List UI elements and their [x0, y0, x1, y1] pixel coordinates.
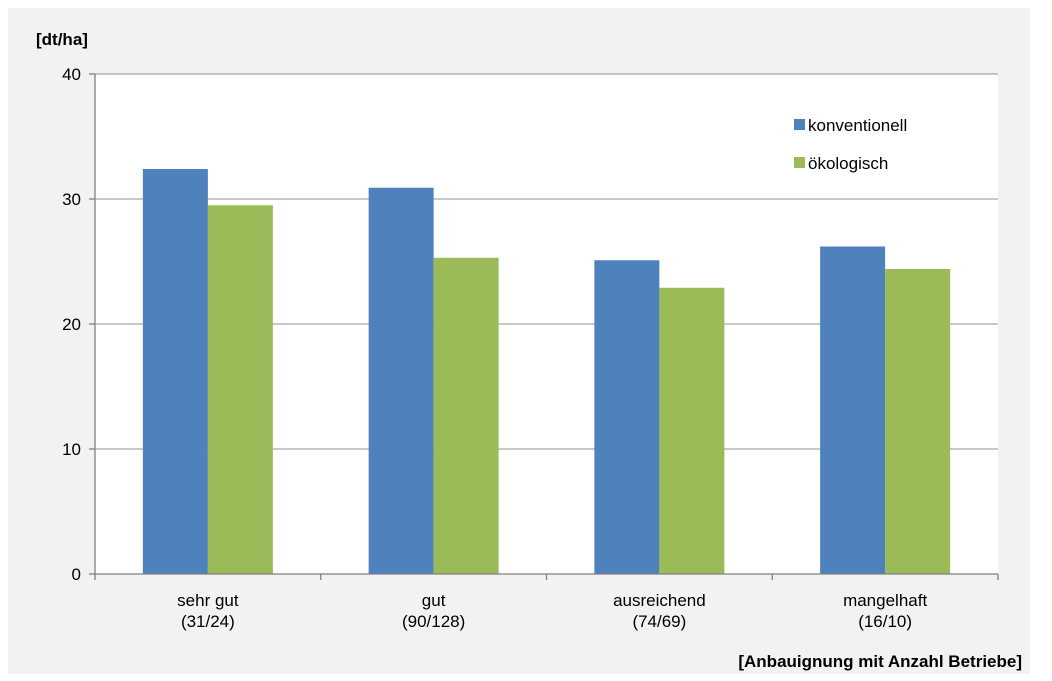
bar-konventionell: [142, 169, 208, 574]
x-tick-label: (90/128): [402, 612, 465, 631]
y-tick-label: 30: [62, 190, 81, 209]
bar-oekologisch: [207, 205, 273, 574]
x-tick-label: sehr gut: [177, 591, 239, 610]
x-tick-label: (74/69): [632, 612, 686, 631]
bar-konventionell: [594, 260, 660, 574]
y-tick-labels: 0 10 20 30 40: [62, 65, 81, 584]
bars: [142, 169, 951, 574]
x-tick-label: (16/10): [858, 612, 912, 631]
bar-oekologisch: [659, 287, 725, 574]
legend: konventionell ökologisch: [794, 116, 907, 173]
x-tick-label: (31/24): [181, 612, 235, 631]
x-axis-label: [Anbauignung mit Anzahl Betriebe]: [738, 652, 1022, 671]
bar-oekologisch: [433, 257, 499, 574]
x-tick-label: ausreichend: [613, 591, 706, 610]
y-axis-label: [dt/ha]: [36, 30, 88, 49]
x-tick-labels: sehr gut (31/24) gut (90/128) ausreichend (74…: [177, 591, 927, 631]
legend-swatch: [794, 119, 805, 130]
axes: [89, 73, 999, 580]
bar-konventionell: [820, 246, 886, 574]
y-tick-label: 40: [62, 65, 81, 84]
x-tick-label: mangelhaft: [843, 591, 927, 610]
y-tick-label: 20: [62, 315, 81, 334]
y-tick-label: 10: [62, 440, 81, 459]
bar-oekologisch: [885, 269, 951, 574]
x-tick-label: gut: [422, 591, 446, 610]
y-tick-label: 0: [72, 565, 81, 584]
legend-swatch: [794, 157, 805, 168]
legend-label: ökologisch: [808, 154, 888, 173]
legend-label: konventionell: [808, 116, 907, 135]
bar-konventionell: [368, 187, 434, 574]
